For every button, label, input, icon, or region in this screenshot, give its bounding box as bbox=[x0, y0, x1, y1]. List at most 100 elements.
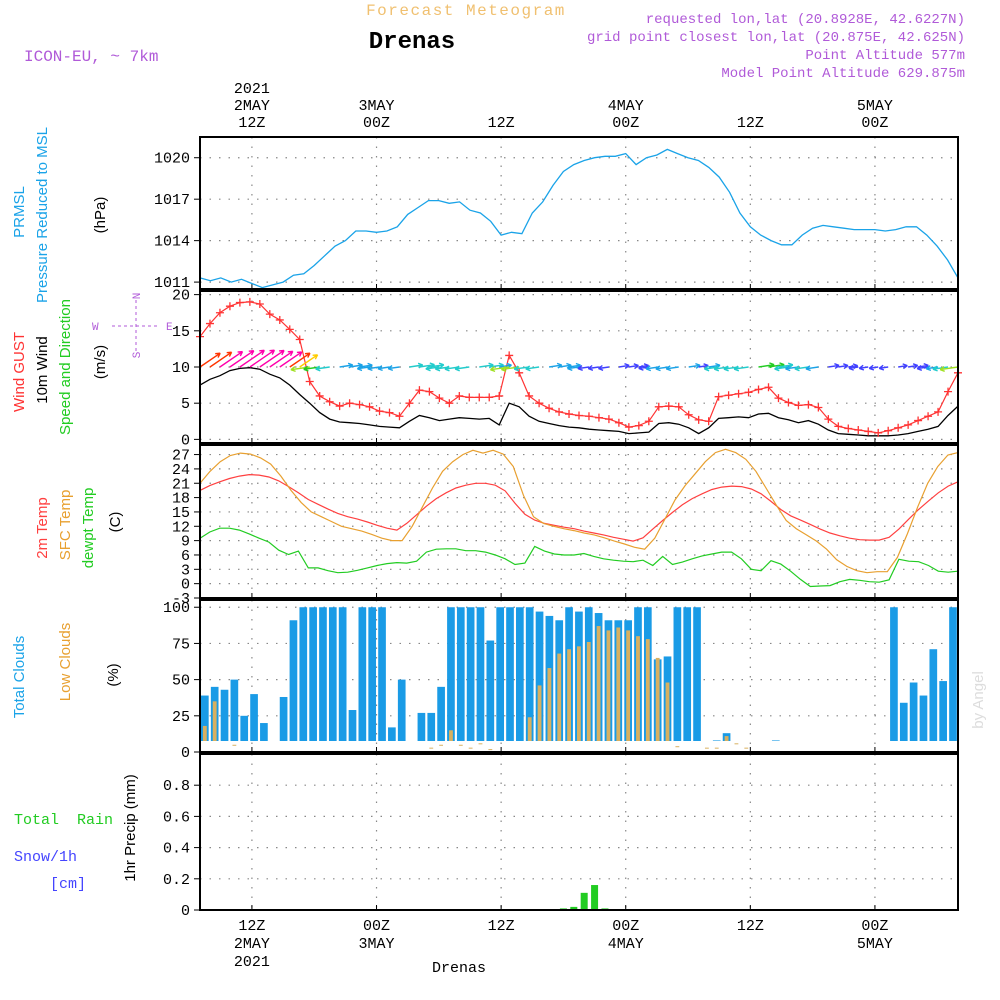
wind-direction-arrow bbox=[597, 364, 609, 371]
y-tick-label: 18 bbox=[172, 491, 190, 508]
compass-s: S bbox=[132, 351, 144, 358]
total-cloud-bar bbox=[525, 607, 534, 741]
pressure-line bbox=[199, 148, 959, 289]
y-tick-label: 24 bbox=[172, 462, 190, 479]
wind-direction-arrow bbox=[939, 366, 959, 372]
wind-gust-marker bbox=[225, 302, 234, 311]
top-axis-label: 3MAY bbox=[359, 98, 395, 115]
wind-direction-arrow bbox=[932, 365, 949, 372]
y-tick-label: 0.2 bbox=[163, 872, 190, 889]
wind-gust-marker bbox=[545, 404, 554, 413]
low-cloud-bar bbox=[232, 744, 237, 746]
total-cloud-bar bbox=[260, 723, 268, 741]
bottom-axis-label: 12Z bbox=[488, 918, 515, 935]
wind-gust-marker bbox=[395, 412, 404, 421]
wind-gust-marker bbox=[385, 408, 394, 417]
total-cloud-bar bbox=[516, 607, 524, 741]
bottom-axis-label: 2021 bbox=[234, 954, 270, 971]
wind-gust-marker bbox=[375, 407, 384, 416]
total-cloud-bar bbox=[929, 649, 938, 741]
wind-gust-marker bbox=[884, 426, 893, 435]
total-cloud-bar bbox=[328, 607, 337, 741]
total-cloud-bar bbox=[890, 607, 898, 741]
total-cloud-bar bbox=[466, 607, 475, 741]
wind-gust-marker bbox=[864, 427, 873, 436]
top-axis-label: 2021 bbox=[234, 81, 270, 98]
low-cloud-bar bbox=[714, 747, 719, 749]
low-cloud-bar bbox=[527, 717, 532, 741]
wind-direction-arrow bbox=[269, 350, 294, 368]
low-clouds-label: Low Clouds bbox=[57, 623, 74, 701]
total-cloud-bar bbox=[496, 607, 505, 741]
y-tick-label: 100 bbox=[163, 600, 190, 617]
low-cloud-bar bbox=[547, 668, 552, 741]
wind-direction-arrow bbox=[665, 365, 679, 372]
location-title: Drenas bbox=[369, 29, 455, 56]
low-cloud-bar bbox=[606, 630, 611, 741]
y-tick-label: 0 bbox=[181, 745, 190, 762]
wind-panel-labels: Wind GUST 10m Wind Speed and Direction (… bbox=[11, 293, 173, 435]
wind-gust-marker bbox=[335, 402, 344, 411]
y-tick-label: 25 bbox=[172, 709, 190, 726]
low-cloud-bar bbox=[675, 746, 680, 748]
wind-gust-marker bbox=[584, 412, 593, 421]
bottom-axis-label: 12Z bbox=[238, 918, 265, 935]
total-cloud-bar bbox=[673, 607, 682, 741]
compass-rose: N S W E bbox=[92, 293, 173, 359]
temp-sfc-line bbox=[199, 448, 959, 574]
total-cloud-bar bbox=[919, 695, 928, 741]
wind-gust-marker bbox=[814, 403, 823, 412]
y-tick-label: 0 bbox=[181, 432, 190, 449]
watermark: by Angel bbox=[970, 671, 987, 729]
wind-gust-marker bbox=[834, 422, 843, 431]
clouds-panel: 0 25 50 75 100 bbox=[163, 600, 958, 762]
wind-direction-arrow bbox=[774, 365, 789, 372]
wind-gust-marker bbox=[784, 398, 793, 407]
pressure-msl-label: Pressure Reduced to MSL bbox=[34, 127, 51, 303]
y-tick-label: 0 bbox=[181, 903, 190, 920]
wind-gust-marker bbox=[714, 392, 723, 401]
precip-panel-labels: Total Rain Snow/1h [cm] 1hr Precip (mm) bbox=[14, 774, 139, 893]
wind-gust-marker bbox=[555, 407, 564, 416]
rain-bar bbox=[570, 906, 578, 910]
wind-gust-marker bbox=[325, 397, 334, 406]
wind-gust-marker bbox=[455, 391, 464, 400]
top-axis-label: 12Z bbox=[488, 115, 515, 132]
y-tick-label: 10 bbox=[172, 360, 190, 377]
wind-gust-marker bbox=[604, 415, 613, 424]
grid-point-coords: grid point closest lon,lat (20.875E, 42.… bbox=[587, 30, 965, 46]
wind-speed-dir-label: Speed and Direction bbox=[57, 299, 74, 435]
wind-direction-arrow bbox=[828, 363, 840, 369]
total-cloud-bar bbox=[535, 611, 544, 741]
rain-bar bbox=[591, 885, 599, 910]
wind-gust-marker bbox=[445, 399, 454, 408]
total-cloud-bar bbox=[909, 682, 918, 741]
wind-direction-arrow bbox=[377, 365, 390, 372]
bottom-axis-label: 3MAY bbox=[359, 936, 395, 953]
total-cloud-bar bbox=[899, 702, 908, 741]
temperature-frame bbox=[199, 444, 959, 599]
low-cloud-bar bbox=[576, 646, 581, 741]
total-cloud-bar bbox=[506, 607, 514, 741]
wind-gust-marker bbox=[734, 389, 743, 398]
compass-w: W bbox=[92, 322, 99, 334]
y-tick-label: 0 bbox=[181, 577, 190, 594]
wind-gust-marker bbox=[904, 420, 913, 429]
wind-gust-marker bbox=[624, 423, 633, 432]
total-cloud-bar bbox=[437, 686, 445, 741]
total-cloud-bar bbox=[427, 712, 436, 741]
wind-direction-arrow bbox=[868, 364, 879, 371]
total-cloud-bar bbox=[939, 681, 947, 741]
low-cloud-bar bbox=[458, 744, 463, 746]
snow-label: Snow/1h bbox=[14, 849, 77, 866]
y-tick-label: 15 bbox=[172, 505, 190, 522]
pressure-frame bbox=[199, 136, 959, 290]
low-cloud-bar bbox=[439, 744, 444, 746]
wind-direction-arrow bbox=[299, 354, 319, 368]
total-cloud-bar bbox=[319, 607, 327, 741]
panels: 101110141017102005101520-303691215182124… bbox=[154, 136, 962, 920]
wind-gust-marker bbox=[774, 394, 783, 403]
total-cloud-bar bbox=[348, 710, 357, 741]
